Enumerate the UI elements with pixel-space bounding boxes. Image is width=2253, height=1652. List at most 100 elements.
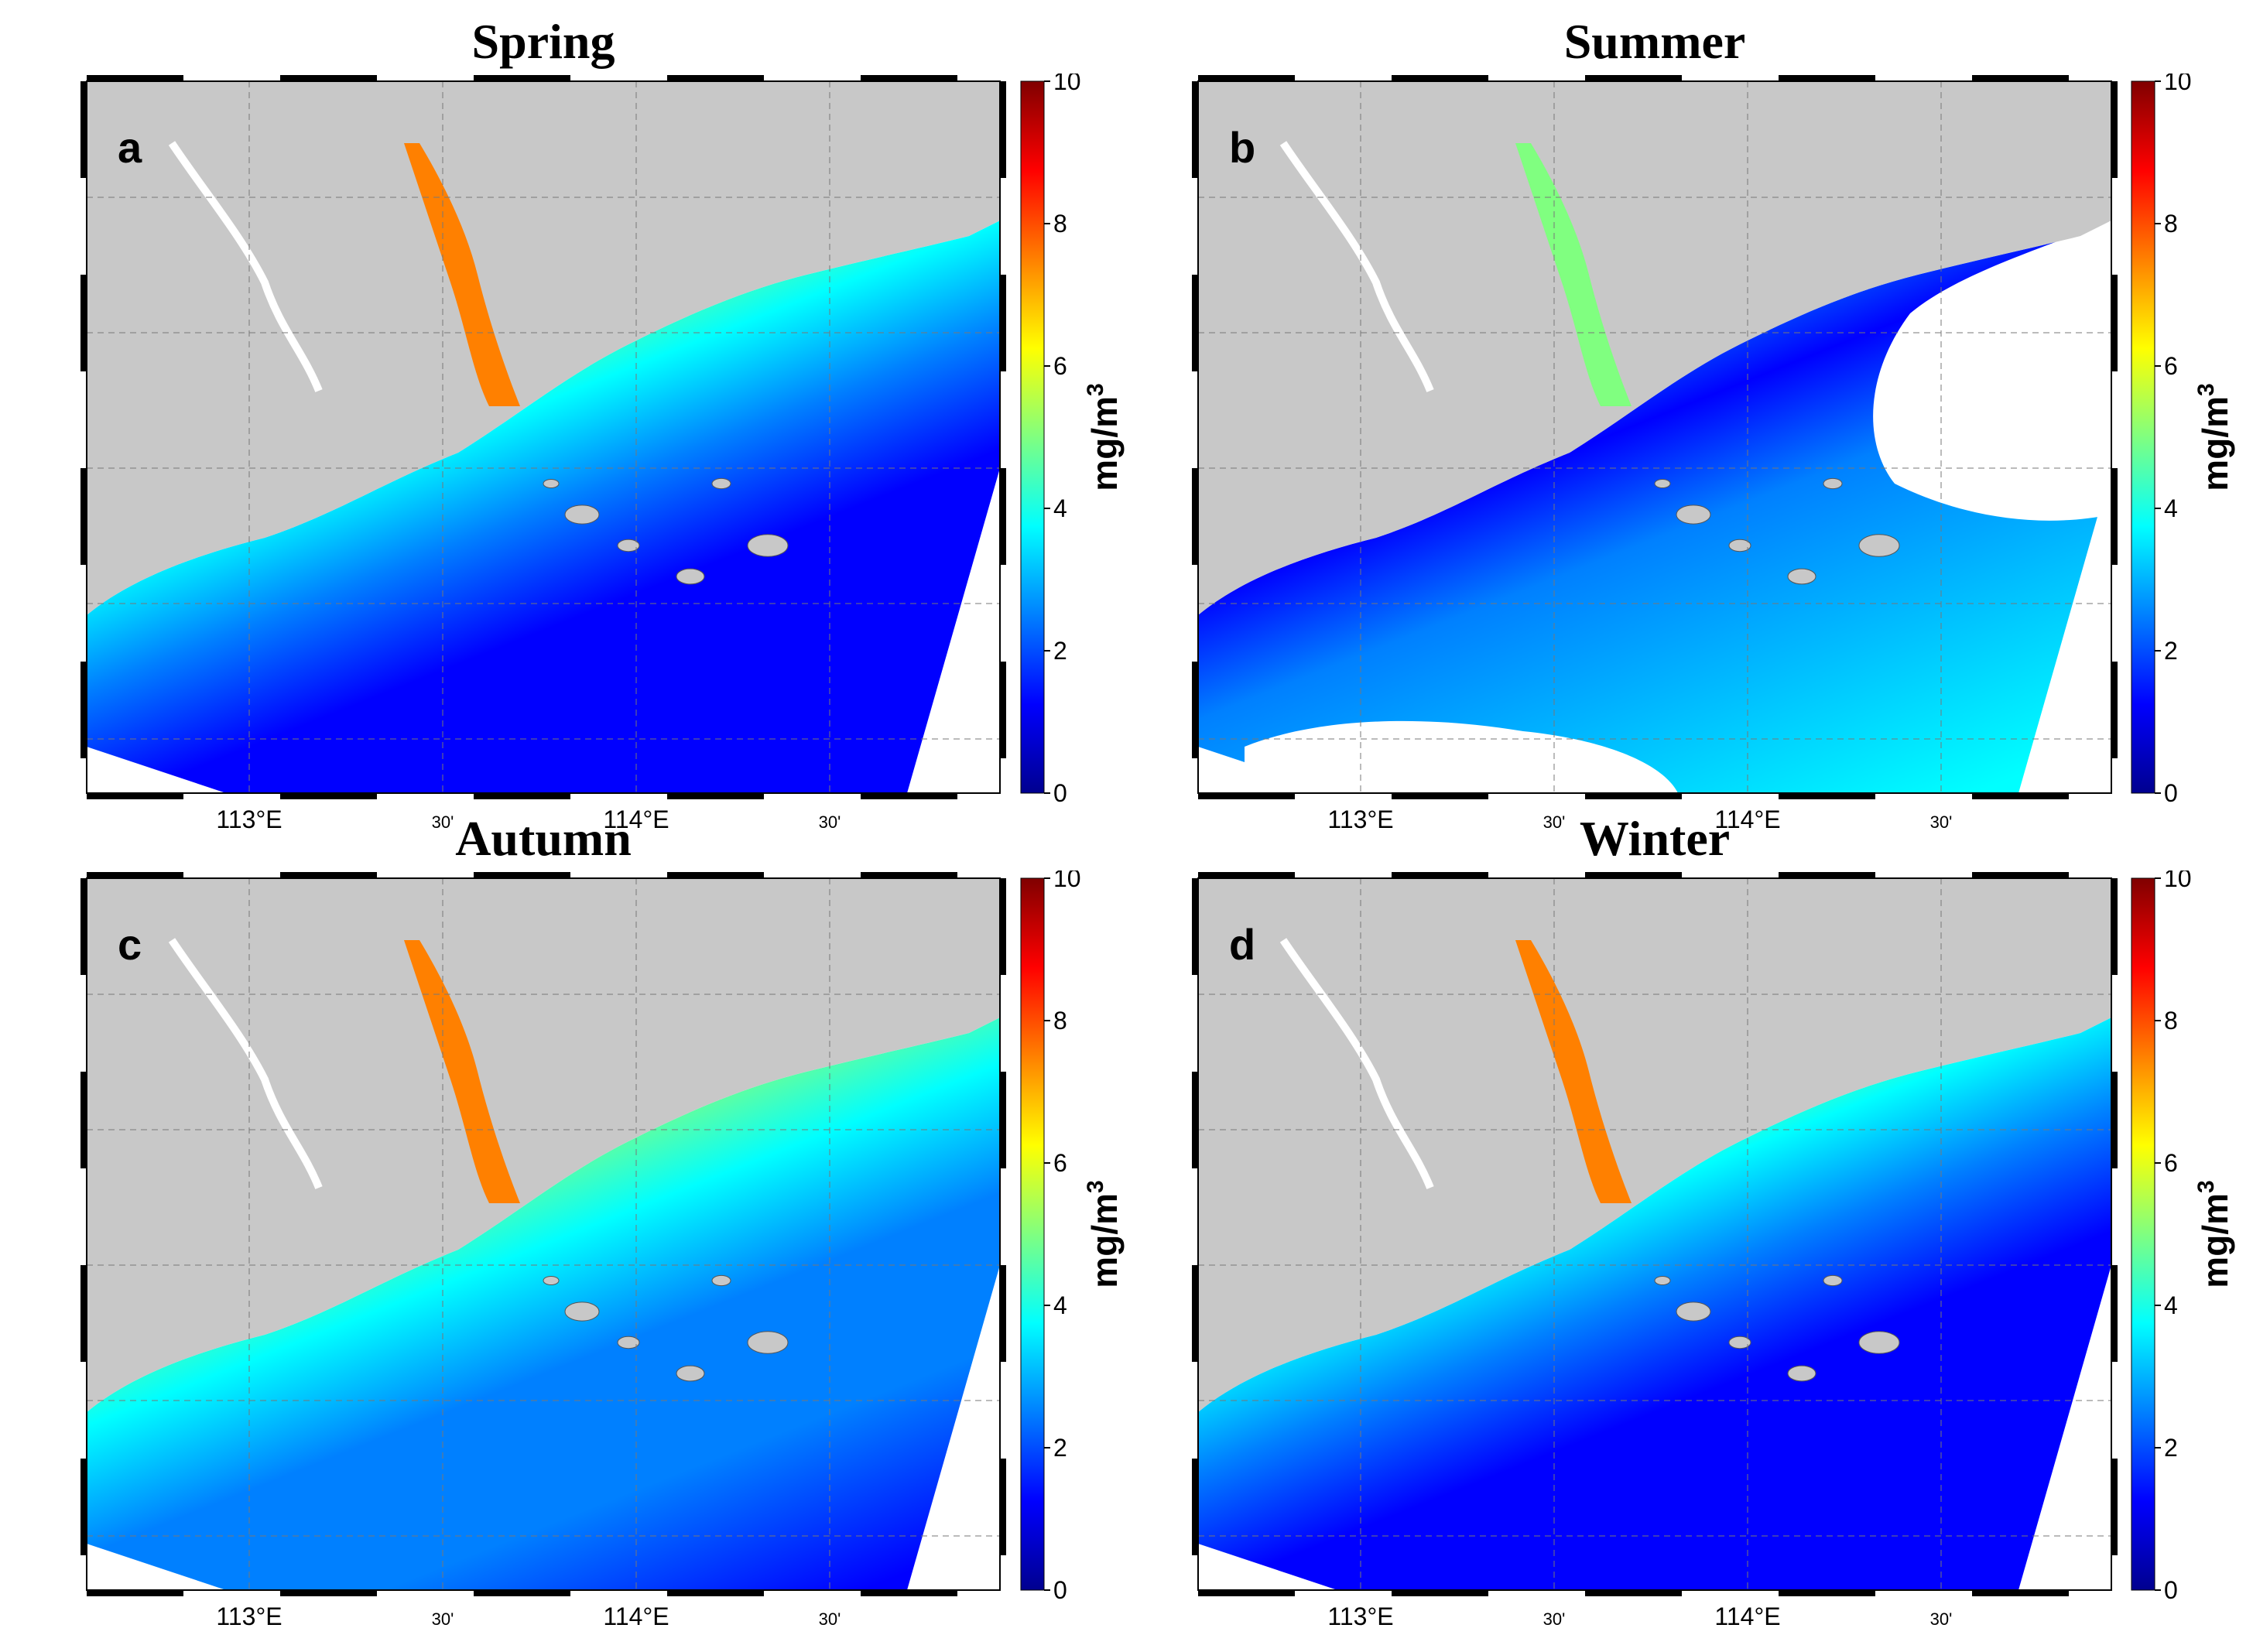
longitude-label: 113°E (216, 1602, 282, 1630)
colorbar-tick-label: 8 (1053, 1007, 1067, 1035)
longitude-label: 114°E (603, 1602, 669, 1630)
island (1676, 1301, 1711, 1322)
island (1676, 504, 1711, 525)
island (564, 504, 600, 525)
island (617, 1336, 640, 1349)
island (711, 1274, 731, 1287)
longitude-label: 30' (1930, 1609, 1953, 1629)
island (1858, 1331, 1900, 1354)
colorbar-tick-label: 10 (2164, 870, 2192, 892)
longitude-label: 113°E (1327, 1602, 1393, 1630)
longitude-label: 30' (432, 812, 454, 832)
sea-chlorophyll-field (87, 1018, 1000, 1590)
colorbar-tick-label: 4 (1053, 1291, 1067, 1319)
land-area (1198, 81, 2111, 615)
river (1279, 938, 1434, 1189)
colorbar-tick-label: 10 (1053, 74, 1081, 95)
land-area (87, 878, 1000, 1412)
colorbar-tick-label: 8 (1053, 210, 1067, 238)
island (543, 1276, 560, 1285)
island (1654, 479, 1671, 488)
colorbar-tick-label: 6 (2164, 352, 2178, 380)
island (1728, 539, 1751, 552)
longitude-label: 30' (432, 1609, 454, 1629)
land-area (1198, 878, 2111, 1412)
nodata-area (1873, 221, 2111, 521)
panel-letter: d (1229, 920, 1255, 969)
island (564, 1301, 600, 1322)
panel-title: Summer (1563, 14, 1746, 69)
colorbar-unit: mg/m3 (2193, 1180, 2235, 1288)
colorbar-tick-label: 4 (2164, 494, 2178, 522)
longitude-label: 30' (819, 812, 841, 832)
island (1823, 1274, 1843, 1287)
nodata-swath-edge (1198, 1544, 1337, 1590)
colorbar-tick-label: 2 (1053, 1434, 1067, 1462)
map-panel-c: c23°N40'20'22°N40'113°E30'114°E30' (80, 872, 1006, 1630)
colorbar: 0 2 4 6 8 10 mg/m3 (1020, 870, 1125, 1604)
sea-chlorophyll-field (1198, 1018, 2111, 1590)
panel-title: Autumn (455, 811, 632, 866)
sea-chlorophyll-field (87, 221, 1000, 793)
land-area (87, 81, 1000, 615)
longitude-label: 114°E (1714, 1602, 1780, 1630)
colorbar-tick-label: 2 (1053, 637, 1067, 665)
longitude-label: 30' (1543, 812, 1566, 832)
nodata-swath-edge (907, 468, 1000, 793)
longitude-label: 30' (1930, 812, 1953, 832)
island (1787, 1365, 1816, 1382)
colorbar: 0 2 4 6 8 10 mg/m3 (1020, 74, 1125, 807)
panel-title: Spring (471, 14, 615, 69)
colorbar-tick-label: 10 (1053, 870, 1081, 892)
island (676, 1365, 705, 1382)
colorbar-unit: mg/m3 (2193, 383, 2235, 491)
nodata-swath-edge (1198, 747, 1337, 793)
island (1823, 477, 1843, 490)
nodata-swath-edge (87, 747, 226, 793)
island (1858, 534, 1900, 557)
colorbar-tick-label: 10 (2164, 74, 2192, 95)
island (543, 479, 560, 488)
longitude-label: 113°E (216, 805, 282, 833)
nodata-swath-edge (2018, 1265, 2111, 1590)
longitude-label: 30' (819, 1609, 841, 1629)
colorbar-tick-label: 2 (2164, 1434, 2178, 1462)
island (1787, 568, 1816, 585)
colorbar-tick-label: 4 (1053, 494, 1067, 522)
map-panel-b: b23°N40'20'22°N40'113°E30'114°E30' (1192, 75, 2118, 833)
colorbar-unit: mg/m3 (1083, 1180, 1125, 1288)
map-panel-a: a23°N40'20'22°N40'113°E30'114°E30' (80, 75, 1006, 833)
map-panel-d: d23°N40'20'22°N40'113°E30'114°E30' (1192, 872, 2118, 1630)
colorbar-tick-label: 8 (2164, 1007, 2178, 1035)
island (1728, 1336, 1751, 1349)
longitude-label: 114°E (1714, 805, 1780, 833)
island (1654, 1276, 1671, 1285)
river (1279, 141, 1434, 392)
longitude-label: 30' (1543, 1609, 1566, 1629)
colorbar-tick-label: 0 (1053, 1576, 1067, 1604)
colorbar-unit: mg/m3 (1083, 383, 1125, 491)
nodata-swath-edge (87, 1544, 226, 1590)
nodata-swath-edge (907, 1265, 1000, 1590)
nodata-swath-edge (2018, 468, 2111, 793)
island (676, 568, 705, 585)
longitude-label: 114°E (603, 805, 669, 833)
panel-letter: c (118, 920, 142, 969)
colorbar: 0 2 4 6 8 10 mg/m3 (2131, 870, 2235, 1604)
colorbar-tick-label: 6 (1053, 352, 1067, 380)
island (747, 1331, 789, 1354)
longitude-label: 113°E (1327, 805, 1393, 833)
colorbar-tick-label: 0 (2164, 1576, 2178, 1604)
colorbar-tick-label: 4 (2164, 1291, 2178, 1319)
island (617, 539, 640, 552)
river (168, 938, 323, 1189)
colorbar-tick-label: 0 (2164, 779, 2178, 807)
island (711, 477, 731, 490)
island (747, 534, 789, 557)
colorbar-tick-label: 6 (1053, 1149, 1067, 1177)
colorbar-tick-label: 6 (2164, 1149, 2178, 1177)
colorbar: 0 2 4 6 8 10 mg/m3 (2131, 74, 2235, 807)
colorbar-tick-label: 2 (2164, 637, 2178, 665)
river (168, 141, 323, 392)
panel-letter: a (118, 123, 142, 172)
